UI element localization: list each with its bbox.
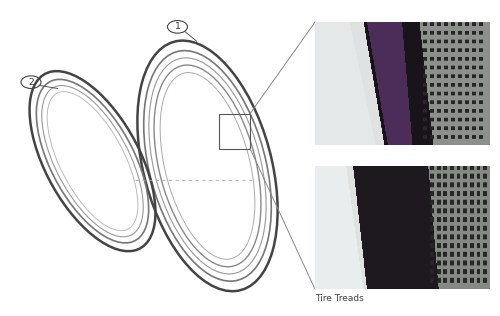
Bar: [219, 114, 250, 149]
Text: 1: 1: [174, 22, 180, 31]
Text: Tire Treads: Tire Treads: [315, 294, 364, 303]
Text: 2: 2: [28, 78, 34, 87]
